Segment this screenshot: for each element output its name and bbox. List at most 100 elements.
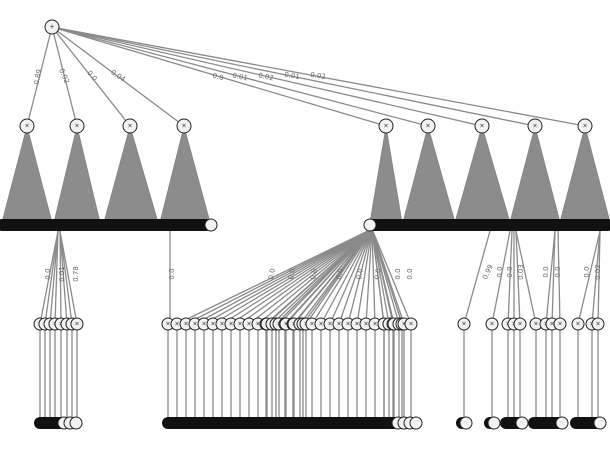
root-edge-label-5: 0.01 [232,71,249,82]
product-node-3-symbol: × [181,123,186,130]
root-edge-label-0: 0.89 [32,69,43,86]
link-a-7 [59,230,78,325]
leaf-node-d-11-circle [591,317,605,331]
link-b-23 [311,228,373,325]
root-sum-node-symbol: + [49,24,54,31]
product-node-5-symbol: × [425,123,430,130]
fan-3 [159,124,211,223]
link-b-4 [203,228,373,325]
link-a-1 [44,230,59,325]
leaf-label-d-1: 0.0 [496,266,504,277]
leaf-node-a-7-circle [70,317,84,331]
leaf-node-b-8-symbol: × [237,321,242,328]
product-node-4: × [378,118,394,134]
leaf-node-d-0-circle [457,317,471,331]
product-node-8-circle [577,118,593,134]
link-b-35 [371,228,395,325]
root-edge-7 [51,26,536,127]
product-node-7-symbol: × [532,123,537,130]
leaf-node-a-7-symbol: × [74,321,79,328]
leaf-node-d-0: × [457,317,471,331]
root-edge-3 [51,26,185,127]
leaf-node-b-23-symbol: × [309,321,314,328]
link-b-10 [257,228,373,325]
product-node-6-circle [474,118,490,134]
fan-4 [369,125,403,223]
link-b-8 [239,228,373,325]
leaf-node-b-26-symbol: × [336,321,341,328]
leaf-end-d-1 [487,416,501,430]
product-node-3: × [176,118,192,134]
root-edge-label-6: 0.02 [258,72,275,83]
link-a-5 [59,230,68,325]
product-node-1-circle [69,118,85,134]
leaf-node-d-4-symbol: × [517,321,522,328]
product-node-0: × [19,118,35,134]
product-node-4-circle [378,118,394,134]
leaf-node-d-4: × [513,317,527,331]
root-edge-1 [51,26,78,127]
link-b-1 [176,228,373,325]
product-node-8-symbol: × [582,123,587,130]
link-d-6 [545,230,556,325]
link-d-5 [515,230,537,325]
leaf-node-b-28-symbol: × [354,321,359,328]
leaf-node-b-27: × [341,317,355,331]
root-edge-label-1: 0.02 [57,67,71,84]
leaf-label-c-2: 0.0 [309,268,319,280]
link-d-1 [491,230,511,325]
link-b-29 [365,228,373,325]
link-d-4 [515,230,521,325]
product-node-5-circle [420,118,436,134]
leaf-node-b-3-symbol: × [192,321,197,328]
root-sum-node: + [44,19,60,35]
root-edge-4 [51,26,387,127]
leaf-node-b-39: × [404,317,418,331]
product-node-6: × [474,118,490,134]
leaf-end-d-4 [593,416,607,430]
link-b-26 [338,228,373,325]
leaf-node-b-17-symbol: × [283,321,288,328]
leaf-end-d-2 [515,416,529,430]
leaf-node-b-5-symbol: × [210,321,215,328]
product-node-6-symbol: × [479,123,484,130]
leaf-node-b-24-symbol: × [318,321,323,328]
fan-6 [454,124,511,223]
bar-right-start-node [363,218,377,232]
bar-left [0,219,212,231]
leaf-label-d-7: 0.02 [594,264,602,280]
product-node-2-circle [122,118,138,134]
product-node-8: × [577,118,593,134]
root-edge-0 [26,26,53,127]
leaf-label-d-3: 0.03 [517,264,525,280]
leaf-node-d-7-symbol: × [549,321,554,328]
leaf-label-a-0: 0.0 [44,268,52,279]
leaf-node-d-0-symbol: × [461,321,466,328]
leaf-node-d-1-symbol: × [489,321,494,328]
leaf-node-d-9-symbol: × [575,321,580,328]
link-b-38 [371,228,405,325]
leaf-end-b-3 [409,416,423,430]
link-b-15 [278,228,373,325]
link-b-5 [212,228,373,325]
product-node-0-circle [19,118,35,134]
leaf-label-b-0: 0.0 [168,268,176,279]
leaf-node-b-27-symbol: × [345,321,350,328]
fans-layer [1,124,610,223]
leaf-label-d-6: 0.0 [583,266,591,277]
fan-1 [53,125,101,223]
root-edge-5 [51,26,429,127]
leaf-end-d-0 [459,416,473,430]
leaf-node-b-39-symbol: × [408,321,413,328]
product-node-3-circle [176,118,192,134]
link-b-33 [371,228,390,325]
nodes-layer: × × × × × × × × × + × × × × × × × × × × × × × × × × × × × × × × × × × × × × × ×… [19,19,607,430]
link-b-28 [356,228,373,325]
link-b-9 [248,228,373,325]
bar-right [364,219,610,231]
product-node-2: × [122,118,138,134]
link-a-3 [54,230,59,325]
link-a-4 [59,230,62,325]
leaf-node-b-29-symbol: × [363,321,368,328]
